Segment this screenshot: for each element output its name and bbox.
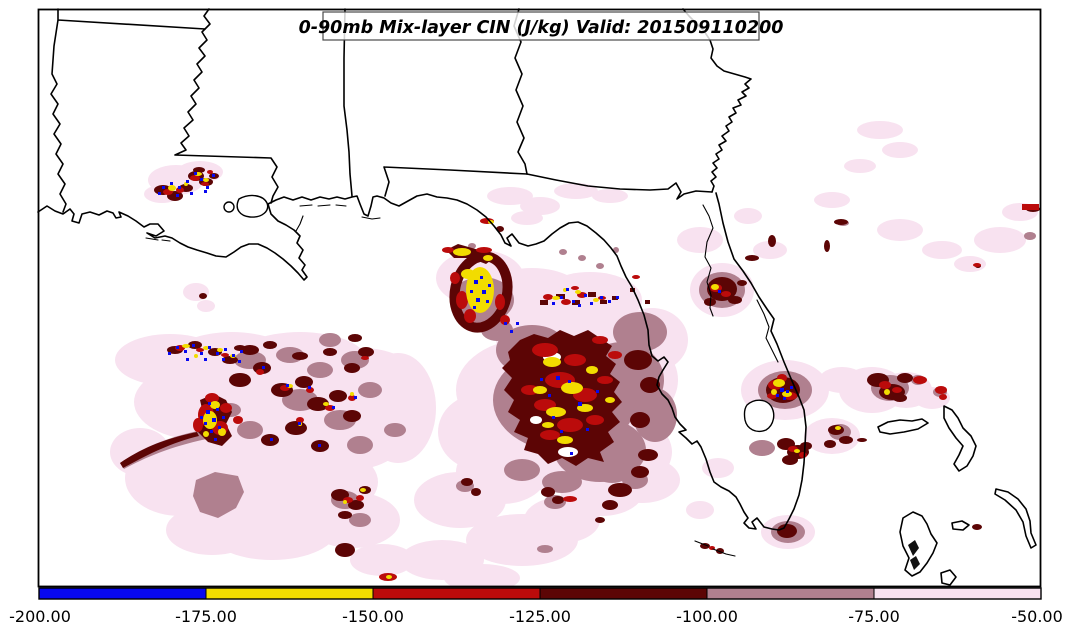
grand-bahama-island <box>877 418 929 435</box>
title-box: 0-90mb Mix-layer CIN (J/kg) Valid: 20150… <box>299 11 784 41</box>
geography-layer <box>37 8 1037 586</box>
colorbar-tick-label: -125.00 <box>509 607 571 626</box>
colorbar-tick-label: -200.00 <box>9 607 71 626</box>
colorbar-tick-label: -175.00 <box>175 607 237 626</box>
georgia-coastline <box>682 8 752 193</box>
colorbar-segment <box>372 587 541 600</box>
colorbar-tick-label: -150.00 <box>342 607 404 626</box>
cin-blue-layer <box>158 172 793 455</box>
colorbar-segment <box>873 587 1042 600</box>
indian-river-lagoon <box>756 299 779 363</box>
plot-title: 0-90mb Mix-layer CIN (J/kg) Valid: 20150… <box>299 18 784 38</box>
colorbar-segment <box>205 587 374 600</box>
eleuthera-island <box>994 488 1037 549</box>
state-border-ms-al <box>343 8 353 197</box>
state-border-tx-ar-la <box>50 8 206 213</box>
lake-okeechobee <box>743 399 775 433</box>
barrier-islands <box>145 204 736 557</box>
abaco-island <box>943 405 977 472</box>
colorbar-segment <box>38 587 207 600</box>
lake-maurepas <box>223 201 235 213</box>
gulf-coastline-and-florida <box>37 192 807 531</box>
andros-inland-water <box>908 540 920 570</box>
lake-pontchartrain <box>236 194 269 218</box>
south-bahama-island <box>940 569 957 586</box>
colorbar-tick-label: -75.00 <box>848 607 900 626</box>
st-johns-river <box>702 204 714 317</box>
state-border-ga-fl <box>526 173 713 200</box>
colorbar-segment <box>706 587 875 600</box>
new-providence-island <box>951 520 970 531</box>
state-border-al-fl <box>383 166 528 197</box>
andros-island <box>899 511 938 577</box>
colorbar-segment <box>539 587 708 600</box>
title-box-background <box>322 11 760 41</box>
cin-yellow-layer <box>168 172 890 579</box>
colorbar-tick-label: -50.00 <box>1011 607 1063 626</box>
colorbar: -200.00 -175.00 -150.00 -125.00 -100.00 … <box>9 587 1063 626</box>
colorbar-tick-label: -100.00 <box>676 607 738 626</box>
colorbar-border <box>38 587 1042 600</box>
state-border-mississippi-river <box>174 8 279 204</box>
map-frame <box>37 8 1042 588</box>
